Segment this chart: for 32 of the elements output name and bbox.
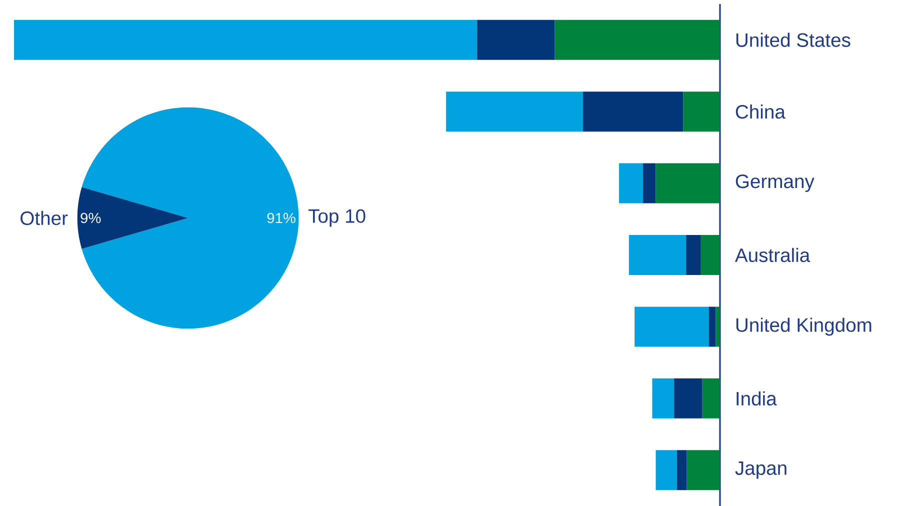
y-tick-label: Germany: [736, 174, 814, 192]
bar: [683, 92, 720, 132]
bar: [628, 234, 686, 275]
bar: [477, 20, 555, 60]
bar: [656, 450, 677, 490]
y-tick-label: India: [736, 391, 777, 406]
bar: [700, 234, 720, 275]
bar: [656, 163, 720, 204]
bar: [716, 306, 720, 347]
bar: [554, 20, 720, 60]
bar: [676, 450, 687, 490]
bar: [708, 306, 716, 347]
bar: [686, 234, 701, 275]
y-tick-label: Japan: [735, 461, 786, 479]
y-tick-label: United Kingdom: [736, 318, 872, 336]
y-tick-label: China: [736, 104, 786, 119]
slice-label: Other: [20, 210, 68, 226]
bar: [686, 450, 720, 490]
bar: [702, 378, 720, 418]
data-label: 91%: [267, 212, 296, 224]
bar: [619, 163, 644, 204]
y-tick-label: Australia: [734, 248, 810, 262]
data-label: 9%: [80, 212, 101, 224]
y-tick-label: United States: [736, 32, 850, 47]
bar: [14, 20, 478, 60]
bar: [674, 378, 702, 418]
bar: [652, 378, 674, 418]
bar: [634, 306, 709, 347]
bar: [446, 92, 584, 132]
bar: [583, 92, 684, 132]
slice-label: Top 10: [308, 209, 366, 227]
bar: [643, 163, 656, 204]
